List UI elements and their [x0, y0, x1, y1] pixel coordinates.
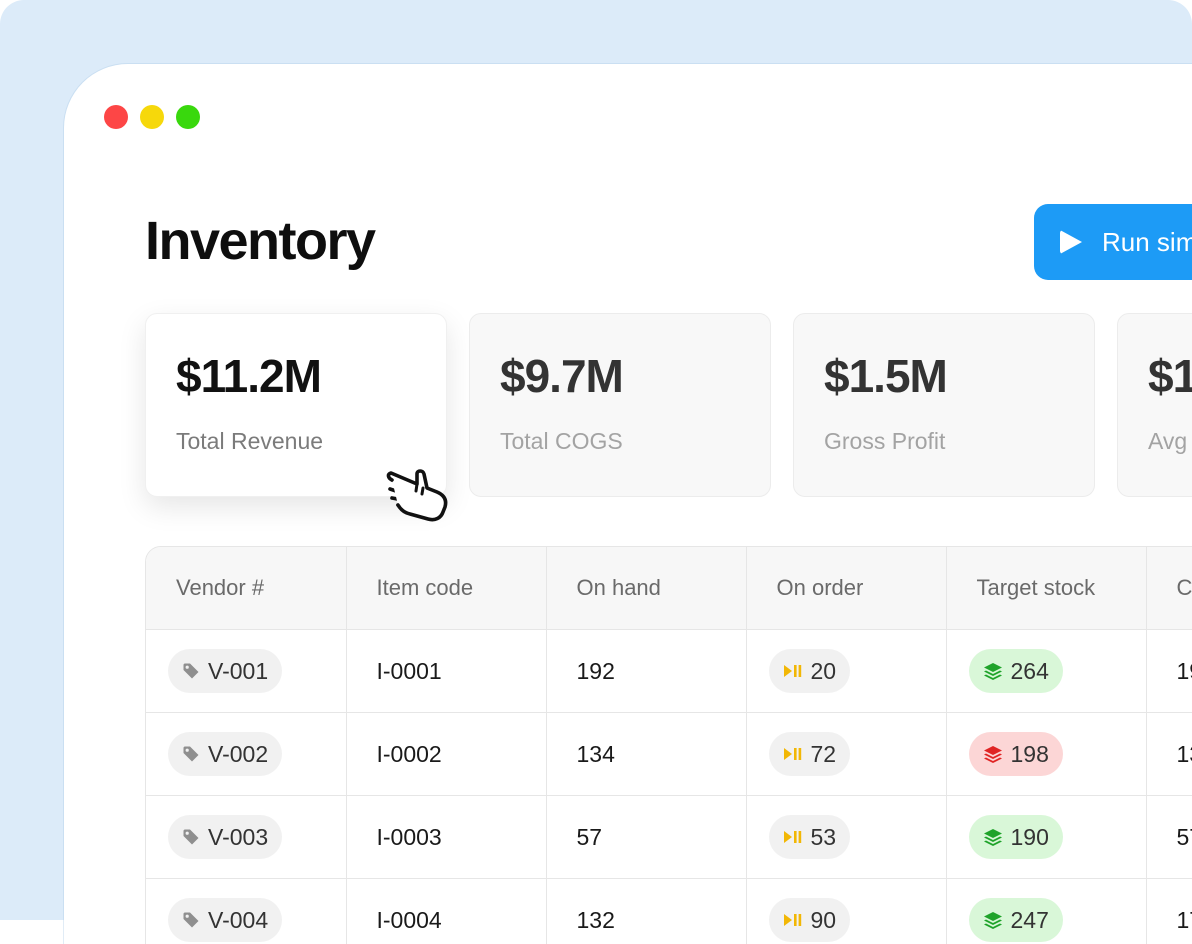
minimize-window-button[interactable]	[140, 105, 164, 129]
hand-pointer-icon	[386, 464, 452, 522]
play-pause-icon	[783, 913, 803, 927]
vendor-cell: V-002	[146, 713, 346, 796]
on-hand-cell: 57	[546, 796, 746, 879]
on-order-cell: 20	[746, 630, 946, 713]
run-sim-button[interactable]: Run sim	[1034, 204, 1192, 280]
target-stock-cell: 198	[946, 713, 1146, 796]
stat-card-avg[interactable]: $1 Avg	[1117, 313, 1192, 497]
close-window-button[interactable]	[104, 105, 128, 129]
stat-value: $9.7M	[500, 346, 740, 406]
stat-label: Total COGS	[500, 428, 740, 455]
on-order-pill[interactable]: 90	[769, 898, 851, 942]
target-stock-pill[interactable]: 247	[969, 898, 1063, 942]
layers-icon	[983, 745, 1003, 763]
layers-icon	[983, 662, 1003, 680]
on-order-value: 53	[811, 824, 837, 851]
item-code-cell: I-0001	[346, 630, 546, 713]
target-stock-value: 198	[1011, 741, 1049, 768]
stat-card-total-cogs[interactable]: $9.7M Total COGS	[469, 313, 771, 497]
maximize-window-button[interactable]	[176, 105, 200, 129]
stat-value: $1	[1148, 346, 1192, 406]
on-order-pill[interactable]: 72	[769, 732, 851, 776]
on-order-cell: 53	[746, 796, 946, 879]
vendor-pill[interactable]: V-003	[168, 815, 282, 859]
column-header-on-hand[interactable]: On hand	[546, 547, 746, 630]
vendor-number: V-002	[208, 741, 268, 768]
on-hand-cell: 132	[546, 879, 746, 944]
vendor-cell: V-001	[146, 630, 346, 713]
tag-icon	[182, 662, 200, 680]
layers-icon	[983, 911, 1003, 929]
target-stock-value: 264	[1011, 658, 1049, 685]
run-sim-label: Run sim	[1102, 227, 1192, 258]
tag-icon	[182, 828, 200, 846]
target-stock-cell: 264	[946, 630, 1146, 713]
page-title: Inventory	[145, 210, 375, 272]
play-pause-icon	[783, 664, 803, 678]
on-order-pill[interactable]: 20	[769, 649, 851, 693]
target-stock-pill[interactable]: 198	[969, 732, 1063, 776]
item-code-cell: I-0004	[346, 879, 546, 944]
vendor-number: V-003	[208, 824, 268, 851]
target-stock-value: 190	[1011, 824, 1049, 851]
vendor-cell: V-004	[146, 879, 346, 944]
on-order-value: 72	[811, 741, 837, 768]
on-order-pill[interactable]: 53	[769, 815, 851, 859]
on-order-cell: 72	[746, 713, 946, 796]
play-pause-icon	[783, 830, 803, 844]
target-stock-cell: 190	[946, 796, 1146, 879]
stat-card-gross-profit[interactable]: $1.5M Gross Profit	[793, 313, 1095, 497]
app-window: Inventory Run sim $11.2M Total Revenue $…	[64, 64, 1192, 944]
inventory-table: Vendor # Item code On hand On order Targ…	[145, 546, 1192, 944]
stat-value: $1.5M	[824, 346, 1064, 406]
next-column-cell: 17	[1146, 879, 1192, 944]
layers-icon	[983, 828, 1003, 846]
target-stock-pill[interactable]: 264	[969, 649, 1063, 693]
stat-label: Avg	[1148, 428, 1192, 455]
column-header-vendor[interactable]: Vendor #	[146, 547, 346, 630]
stat-label: Total Revenue	[176, 428, 416, 455]
on-hand-cell: 192	[546, 630, 746, 713]
target-stock-value: 247	[1011, 907, 1049, 934]
play-pause-icon	[783, 747, 803, 761]
table-header-row: Vendor # Item code On hand On order Targ…	[146, 547, 1192, 630]
column-header-on-order[interactable]: On order	[746, 547, 946, 630]
vendor-number: V-004	[208, 907, 268, 934]
next-column-cell: 19	[1146, 630, 1192, 713]
on-order-value: 20	[811, 658, 837, 685]
item-code-cell: I-0002	[346, 713, 546, 796]
vendor-number: V-001	[208, 658, 268, 685]
target-stock-cell: 247	[946, 879, 1146, 944]
item-code-cell: I-0003	[346, 796, 546, 879]
vendor-pill[interactable]: V-001	[168, 649, 282, 693]
next-column-cell: 57	[1146, 796, 1192, 879]
on-hand-cell: 134	[546, 713, 746, 796]
column-header-next[interactable]: C	[1146, 547, 1192, 630]
stat-label: Gross Profit	[824, 428, 1064, 455]
target-stock-pill[interactable]: 190	[969, 815, 1063, 859]
column-header-item-code[interactable]: Item code	[346, 547, 546, 630]
play-icon	[1060, 230, 1082, 254]
vendor-pill[interactable]: V-004	[168, 898, 282, 942]
column-header-target-stock[interactable]: Target stock	[946, 547, 1146, 630]
tag-icon	[182, 911, 200, 929]
vendor-pill[interactable]: V-002	[168, 732, 282, 776]
next-column-cell: 13	[1146, 713, 1192, 796]
stat-value: $11.2M	[176, 346, 416, 406]
window-controls	[104, 105, 200, 129]
on-order-value: 90	[811, 907, 837, 934]
tag-icon	[182, 745, 200, 763]
vendor-cell: V-003	[146, 796, 346, 879]
on-order-cell: 90	[746, 879, 946, 944]
